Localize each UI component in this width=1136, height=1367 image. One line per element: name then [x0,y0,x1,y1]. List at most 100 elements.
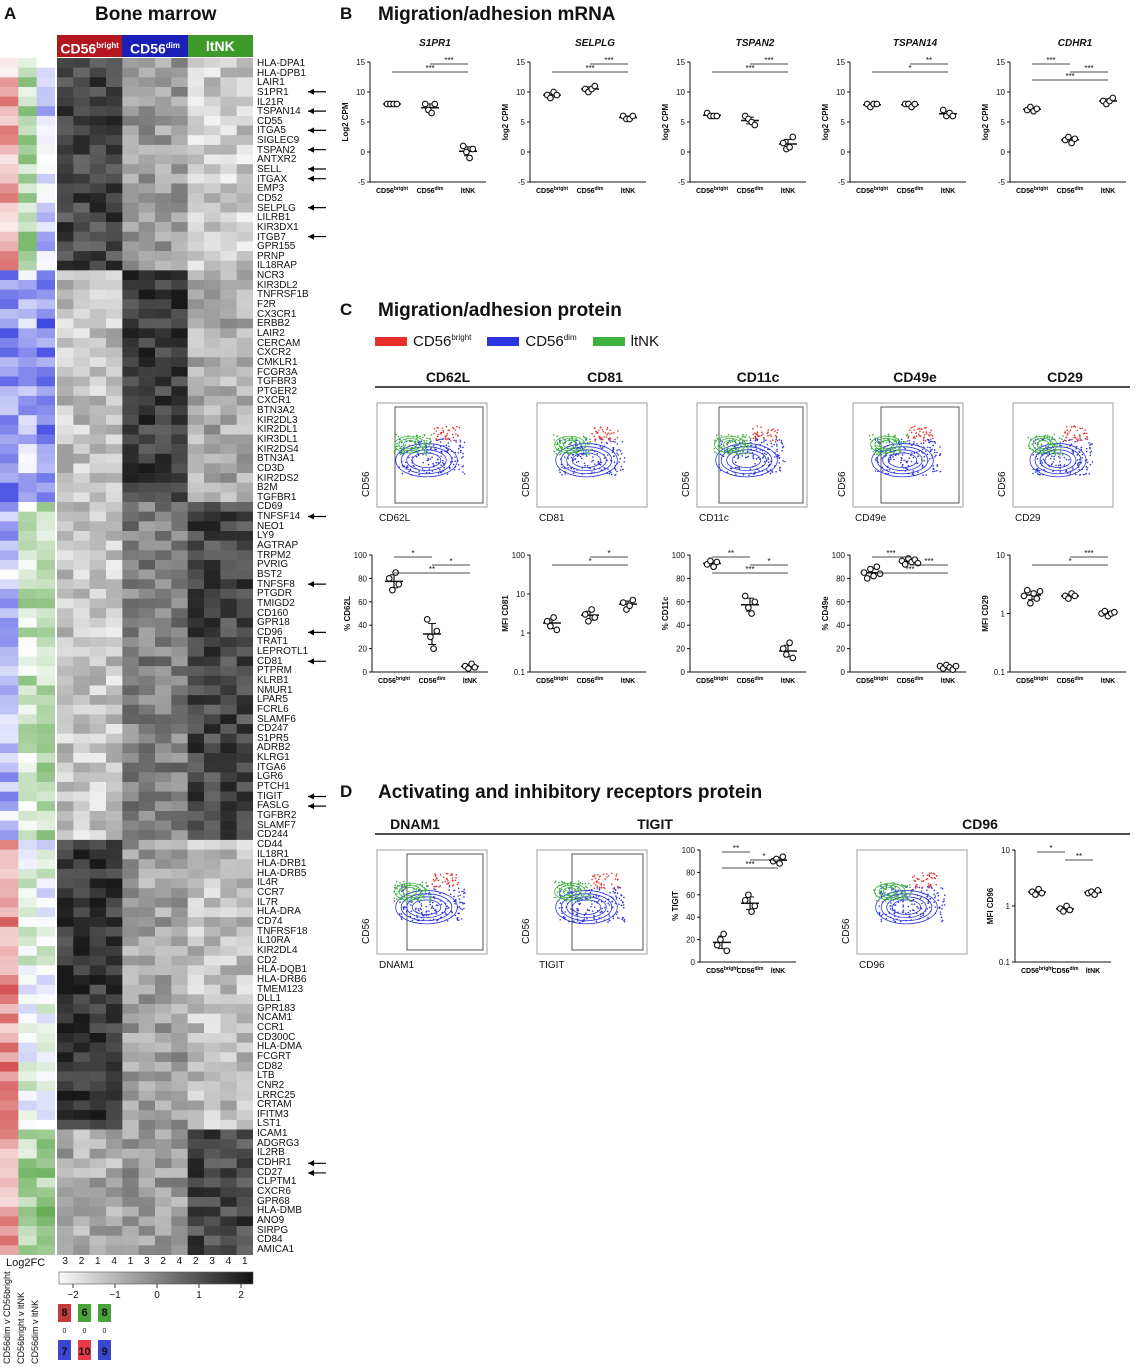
flow-dot-green [589,442,592,445]
gene-label: CD84 [257,1234,283,1246]
heatmap-cell [73,289,90,300]
flow-dot-green [885,441,888,444]
heatmap-cell [236,434,253,445]
heatmap-cell [187,1206,205,1217]
flow-dot-blue [591,456,594,458]
fc-cell [18,473,37,484]
y-tick-label: 1 [1006,902,1011,911]
contour-green [874,437,898,452]
flow-dot-blue [463,907,465,910]
donor-label: 1 [241,1256,248,1267]
data-point [1038,889,1046,897]
gene-label: PVRIG [257,559,289,571]
flow-dot-red [910,426,912,429]
flow-dot-blue [460,901,462,904]
heatmap-cell [204,482,221,493]
heatmap-cell [73,453,90,464]
flow-dot-blue [427,457,429,460]
flow-dot-green [731,440,734,443]
flow-dot-green [557,899,560,902]
flow-dot-green [884,900,887,902]
flow-dot-blue [612,890,614,893]
donor-label: 3 [209,1256,215,1267]
heatmap-cell [122,1071,139,1082]
flow-dot-green [578,899,580,901]
flow-dot-blue [603,467,606,469]
flow-dot-green [887,438,889,441]
flow-dot-green [899,899,902,901]
heatmap-cell [236,839,253,850]
heatmap-cell [171,347,188,358]
heatmap-cell [187,1168,205,1179]
flow-dot-green [718,453,721,456]
heatmap-cell [122,231,139,242]
flow-dot-green [732,445,734,448]
flow-dot-blue [888,468,891,471]
heatmap-cell [187,695,205,706]
flow-dot-green [425,454,428,456]
flow-dot-blue [561,466,563,468]
heatmap-cell [236,347,253,358]
flow-dot-blue [434,909,437,911]
heatmap-cell [236,926,253,937]
flow-dot-blue [903,459,905,462]
flow-dot-blue [921,902,923,905]
flow-dot-red [600,884,603,886]
heatmap-cell [73,1158,90,1169]
heatmap-cell [122,96,139,107]
flow-dot-red [445,877,448,880]
flow-dot-blue [591,910,594,912]
flow-dot-green [556,891,559,894]
heatmap-cell [220,106,237,117]
gene-title: SELPLG [575,38,615,49]
heatmap-cell [187,1013,205,1024]
heatmap-cell [187,289,205,300]
flow-dot-red [611,872,613,875]
heatmap-cell [204,231,221,242]
heatmap-cell [73,1235,90,1246]
heatmap-cell [106,144,123,155]
gene-label: NEO1 [257,520,285,532]
heatmap-cell [57,347,74,358]
contour-blue [560,446,613,475]
flow-dot-blue [435,913,438,915]
heatmap-cell [236,936,253,947]
fc-cell [18,135,37,146]
heatmap-cell [220,772,237,783]
heatmap-cell [187,521,205,532]
heatmap-cell [122,1119,139,1130]
flow-dot-blue [431,456,433,459]
flow-dot-blue [784,460,786,463]
flow-dot-red [926,877,929,880]
flow-dot-red [912,436,915,439]
heatmap-cell [138,753,156,763]
fc-cell [0,1052,19,1063]
flow-dot-blue [1090,450,1093,453]
heatmap-cell [236,67,253,78]
flow-dot-green [1058,448,1061,451]
flow-dot-blue [920,915,922,918]
flow-dot-red [606,876,608,878]
fc-cell [36,859,55,870]
flow-dot-blue [463,892,465,895]
heatmap-cell [138,946,156,957]
flow-dot-blue [454,460,457,462]
flow-dot-blue [401,473,404,475]
flow-dot-blue [623,460,626,463]
heatmap-cell [138,115,156,126]
flow-dot-green [1031,453,1033,456]
gene-arrow-head [308,88,314,95]
x-tick-label: CD56dim [1052,966,1079,975]
flow-dot-blue [432,444,435,447]
heatmap-cell [204,994,221,1005]
gene-label: CDHR1 [257,1157,292,1169]
flow-dot-blue [932,440,934,443]
heatmap-cell [155,868,172,879]
heatmap-cell [106,781,123,792]
fc-cell [36,154,55,165]
heatmap-cell [155,608,172,619]
heatmap-cell [155,231,172,242]
heatmap-cell [122,86,139,97]
heatmap-cell [204,1081,221,1092]
heatmap-cell [122,1245,139,1255]
